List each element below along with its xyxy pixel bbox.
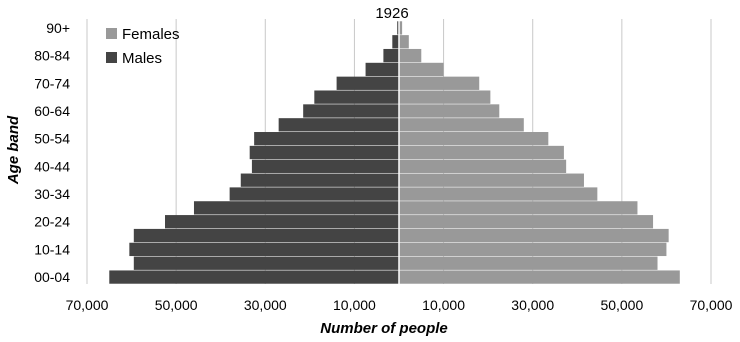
bar-males-70-74: [336, 76, 399, 90]
bar-females-45-49: [399, 145, 564, 160]
bar-females-90+: [399, 21, 403, 35]
bar-males-45-49: [249, 145, 399, 160]
bar-females-80-84: [399, 48, 422, 63]
bar-females-70-74: [399, 76, 480, 90]
bar-males-75-79: [365, 62, 399, 77]
legend-label-females: Females: [122, 26, 180, 43]
y-tick-label: 80-84: [34, 48, 70, 64]
bar-females-60-64: [399, 104, 500, 118]
bar-males-85-89: [392, 35, 399, 49]
bar-males-20-24: [165, 215, 399, 229]
bar-males-05-09: [133, 256, 400, 270]
x-tick-labels: 70,000 50,000 30,000 10,000 10,000 30,000 50,0…: [66, 297, 733, 313]
bar-females-20-24: [399, 215, 654, 229]
bar-females-00-04: [399, 270, 680, 284]
y-tick-label: 60-64: [34, 103, 70, 119]
x-tick-label: 70,000: [66, 297, 109, 313]
x-tick-label: 50,000: [600, 297, 643, 313]
chart-title: 1926: [375, 5, 408, 22]
x-tick-label: 50,000: [155, 297, 198, 313]
bar-males-80-84: [383, 48, 399, 63]
bar-males-55-59: [278, 118, 399, 132]
bar-males-30-34: [229, 187, 399, 201]
y-tick-label: 50-54: [34, 131, 70, 147]
bar-males-40-44: [251, 159, 399, 173]
bar-males-50-54: [254, 132, 399, 146]
bar-males-65-69: [314, 90, 399, 104]
legend-swatch-females: [106, 28, 117, 39]
x-tick-label: 70,000: [690, 297, 733, 313]
bar-females-30-34: [399, 187, 598, 201]
legend-swatch-males: [106, 52, 117, 63]
bar-males-25-29: [193, 201, 399, 215]
y-tick-label: 30-34: [34, 186, 70, 202]
y-tick-label: 90+: [46, 20, 70, 36]
x-tick-label: 30,000: [511, 297, 554, 313]
legend: Females Males: [106, 26, 180, 67]
bar-females-55-59: [399, 118, 524, 132]
bar-females-10-14: [399, 242, 667, 257]
bar-males-90+: [397, 21, 399, 35]
bar-males-15-19: [133, 228, 400, 243]
x-tick-label: 10,000: [422, 297, 465, 313]
bars: [109, 21, 680, 284]
y-axis-title: Age band: [5, 115, 22, 185]
bar-females-15-19: [399, 228, 669, 243]
bar-males-60-64: [303, 104, 399, 118]
bar-females-25-29: [399, 201, 638, 215]
bar-females-40-44: [399, 159, 567, 173]
x-tick-label: 30,000: [244, 297, 287, 313]
legend-label-males: Males: [122, 50, 162, 67]
y-tick-label: 70-74: [34, 75, 70, 91]
y-tick-label: 10-14: [34, 241, 70, 257]
bar-females-75-79: [399, 62, 444, 77]
y-tick-label: 20-24: [34, 214, 70, 230]
x-tick-label: 10,000: [333, 297, 376, 313]
y-tick-label: 40-44: [34, 158, 70, 174]
bar-females-65-69: [399, 90, 491, 104]
y-tick-labels: 00-04 10-14 20-24 30-34 40-44 50-54 60-64 70-74…: [34, 20, 70, 285]
bar-males-35-39: [240, 173, 399, 187]
bar-females-85-89: [399, 35, 409, 49]
bar-males-00-04: [109, 270, 400, 284]
x-axis-title: Number of people: [320, 320, 448, 337]
bar-females-50-54: [399, 132, 549, 146]
bar-females-35-39: [399, 173, 584, 187]
bar-males-10-14: [129, 242, 400, 257]
bar-females-05-09: [399, 256, 658, 270]
y-tick-label: 00-04: [34, 269, 70, 285]
